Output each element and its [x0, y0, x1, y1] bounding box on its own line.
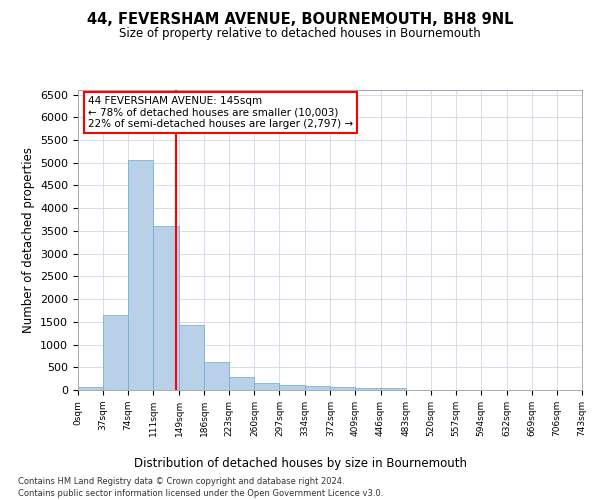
Bar	[280, 385, 305, 390]
Text: Size of property relative to detached houses in Bournemouth: Size of property relative to detached ho…	[119, 28, 481, 40]
Y-axis label: Number of detached properties: Number of detached properties	[22, 147, 35, 333]
Bar	[179, 326, 204, 390]
Text: Contains HM Land Registry data © Crown copyright and database right 2024.: Contains HM Land Registry data © Crown c…	[18, 478, 344, 486]
Bar	[331, 388, 355, 390]
Bar	[229, 377, 254, 390]
Bar	[128, 160, 153, 390]
Bar	[78, 386, 103, 390]
Bar	[153, 226, 179, 390]
Bar	[305, 386, 331, 390]
Bar	[103, 315, 128, 390]
Text: 44, FEVERSHAM AVENUE, BOURNEMOUTH, BH8 9NL: 44, FEVERSHAM AVENUE, BOURNEMOUTH, BH8 9…	[87, 12, 513, 28]
Bar	[380, 388, 406, 390]
Text: Distribution of detached houses by size in Bournemouth: Distribution of detached houses by size …	[133, 458, 467, 470]
Bar	[204, 362, 229, 390]
Text: 44 FEVERSHAM AVENUE: 145sqm
← 78% of detached houses are smaller (10,003)
22% of: 44 FEVERSHAM AVENUE: 145sqm ← 78% of det…	[88, 96, 353, 129]
Bar	[254, 384, 280, 390]
Bar	[355, 388, 380, 390]
Text: Contains public sector information licensed under the Open Government Licence v3: Contains public sector information licen…	[18, 489, 383, 498]
